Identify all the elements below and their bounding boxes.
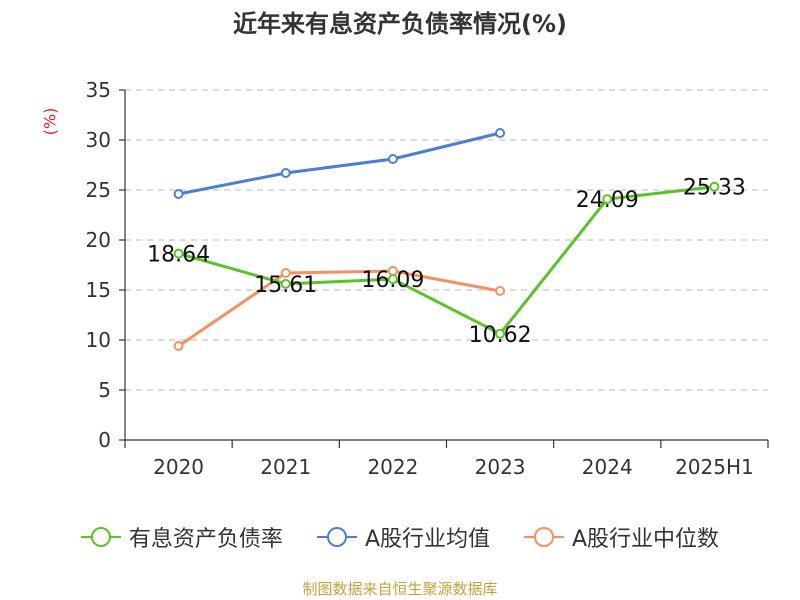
data-point (280, 168, 291, 178)
series-line (178, 131, 501, 196)
legend-line-symbol (316, 526, 357, 548)
series-line (178, 185, 715, 336)
data-point (387, 274, 398, 285)
y-tick-label: 10 (86, 328, 111, 352)
legend-label: A股行业中位数 (572, 527, 720, 552)
legend-line-symbol (524, 526, 564, 548)
grid-lines (125, 89, 768, 391)
y-tick-label: 25 (86, 178, 111, 202)
data-label: 16.09 (361, 268, 424, 293)
data-point (495, 128, 506, 138)
chart-title: 近年来有息资产负债率情况(%) (233, 10, 567, 38)
data-point (602, 194, 613, 205)
data-point (280, 278, 291, 289)
legend-item[interactable]: 有息资产负债率 (80, 521, 283, 553)
legend-label: A股行业均值 (364, 527, 490, 552)
legend-line-symbol (80, 526, 121, 548)
y-tick-label: 0 (98, 428, 111, 452)
data-point (387, 154, 398, 164)
data-point (280, 268, 291, 278)
legend-item[interactable]: A股行业中位数 (524, 521, 719, 553)
data-point (173, 189, 184, 199)
data-point (173, 341, 184, 351)
x-tick-label: 2021 (260, 455, 311, 479)
legend-label: 有息资产负债率 (128, 527, 283, 552)
data-label: 18.64 (147, 243, 210, 268)
source-note: 制图数据来自恒生聚源数据库 (302, 580, 498, 598)
x-tick-label: 2024 (582, 455, 633, 479)
x-tick-label: 2020 (153, 455, 204, 479)
series-line (177, 269, 501, 348)
legend-item[interactable]: A股行业均值 (316, 521, 490, 553)
series-lines (173, 128, 720, 351)
y-tick-label: 35 (86, 78, 111, 102)
x-tick-label: 2025H1 (675, 455, 754, 479)
y-tick-label: 5 (98, 378, 111, 402)
data-point (495, 328, 506, 339)
legend: 有息资产负债率 A股行业均值 A股行业中位数 (0, 520, 800, 554)
data-point (173, 248, 184, 259)
data-point (495, 286, 506, 296)
data-point (709, 181, 720, 192)
y-tick-label: 15 (86, 278, 111, 302)
data-label: 24.09 (576, 188, 639, 213)
data-label: 10.62 (469, 323, 532, 348)
x-tick-label: 2022 (367, 455, 418, 479)
y-tick-label: 20 (86, 228, 111, 252)
data-label: 25.33 (683, 176, 746, 201)
data-label: 15.61 (254, 273, 317, 298)
axes: 0 5 10 15 20 25 30 35 2020 2021 2022 2023 2024 2025H1 (86, 78, 769, 479)
y-tick-label: 30 (86, 128, 111, 152)
x-tick-label: 2023 (475, 455, 526, 479)
data-labels: 18.64 15.61 16.09 10.62 24.09 25.33 (147, 176, 746, 348)
